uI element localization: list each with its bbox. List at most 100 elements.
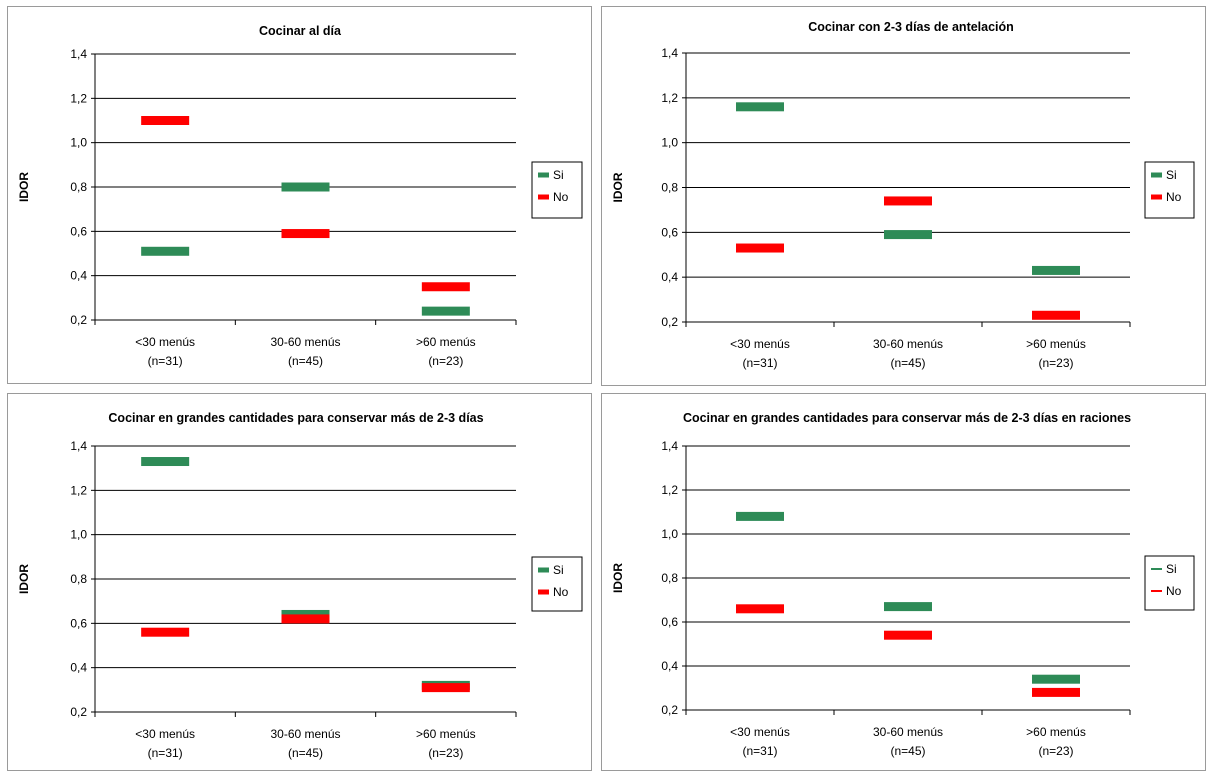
chart-panel-4: Cocinar en grandes cantidades para conse… — [601, 393, 1206, 771]
x-tick-sublabel: (n=31) — [742, 744, 777, 758]
marker-no — [884, 630, 932, 640]
x-tick-sublabel: (n=23) — [1038, 744, 1073, 758]
y-tick-label: 1,0 — [70, 136, 87, 150]
x-tick-label: 30-60 menús — [873, 725, 943, 739]
y-tick-label: 1,2 — [70, 91, 87, 105]
y-tick-label: 0,2 — [661, 703, 678, 717]
x-tick-sublabel: (n=45) — [288, 354, 323, 368]
marker-no — [421, 683, 470, 693]
legend-swatch-si — [538, 567, 549, 573]
x-tick-label: <30 menús — [135, 335, 195, 349]
x-tick-label: >60 menús — [416, 335, 476, 349]
y-tick-label: 0,6 — [661, 225, 678, 239]
marker-si — [141, 246, 190, 256]
y-tick-label: 1,2 — [661, 91, 678, 105]
marker-si — [736, 511, 784, 521]
y-tick-label: 0,2 — [70, 313, 87, 327]
x-tick-sublabel: (n=23) — [428, 746, 463, 760]
marker-no — [281, 614, 330, 624]
chart-panel-1: Cocinar al día 0,2 0,4 0,6 0,8 1,0 1,2 1,4 <30 m… — [7, 6, 592, 384]
x-tick-sublabel: (n=45) — [890, 744, 925, 758]
y-tick-label: 0,6 — [70, 616, 87, 630]
legend-label-no: No — [553, 585, 569, 599]
legend-swatch-no — [1151, 194, 1162, 200]
marker-no — [1032, 687, 1080, 697]
x-tick-sublabel: (n=31) — [148, 746, 183, 760]
marker-no — [141, 627, 190, 637]
x-tick-sublabel: (n=31) — [742, 356, 777, 370]
marker-si — [281, 182, 330, 192]
chart-title: Cocinar con 2-3 días de antelación — [808, 20, 1014, 34]
legend-label-no: No — [553, 190, 569, 204]
chart-title: Cocinar en grandes cantidades para conse… — [108, 411, 483, 425]
y-tick-label: 1,4 — [70, 439, 87, 453]
marker-no — [736, 604, 784, 614]
y-axis-title: IDOR — [17, 564, 31, 594]
legend-label-si: Si — [553, 563, 564, 577]
y-tick-label: 0,8 — [661, 181, 678, 195]
legend-swatch-si — [1151, 172, 1162, 178]
legend-swatch-no — [538, 589, 549, 595]
x-tick-sublabel: (n=23) — [1038, 356, 1073, 370]
y-tick-label: 1,0 — [661, 136, 678, 150]
y-tick-label: 1,0 — [661, 527, 678, 541]
marker-si — [141, 457, 190, 467]
legend-label-si: Si — [1166, 562, 1177, 576]
y-tick-label: 0,4 — [661, 270, 678, 284]
chart-4: Cocinar en grandes cantidades para conse… — [611, 411, 1195, 758]
x-tick-label: <30 menús — [730, 337, 790, 351]
legend-label-no: No — [1166, 190, 1182, 204]
legend-box — [531, 556, 583, 612]
marker-no — [884, 196, 932, 206]
legend-swatch-no — [1151, 590, 1162, 592]
x-tick-label: 30-60 menús — [270, 727, 340, 741]
marker-si — [421, 306, 470, 316]
chart-title: Cocinar al día — [259, 24, 342, 38]
x-tick-label: >60 menús — [1026, 725, 1086, 739]
y-tick-label: 0,8 — [661, 571, 678, 585]
y-tick-label: 1,2 — [70, 483, 87, 497]
legend-swatch-si — [538, 172, 549, 178]
x-tick-label: >60 menús — [1026, 337, 1086, 351]
marker-no — [141, 116, 190, 125]
y-axis-title: IDOR — [611, 172, 625, 202]
chart-panel-2: Cocinar con 2-3 días de antelación 0,2 0,4… — [601, 6, 1206, 386]
marker-no — [281, 229, 330, 239]
legend-label-si: Si — [553, 168, 564, 182]
legend-box — [531, 161, 583, 219]
y-tick-label: 0,6 — [661, 615, 678, 629]
marker-si — [884, 230, 932, 240]
marker-no — [1032, 310, 1080, 320]
x-tick-label: 30-60 menús — [270, 335, 340, 349]
y-tick-label: 0,4 — [661, 659, 678, 673]
y-tick-label: 0,2 — [70, 705, 87, 719]
y-tick-label: 0,8 — [70, 180, 87, 194]
marker-no — [421, 282, 470, 292]
legend-box — [1144, 555, 1195, 611]
x-tick-label: >60 menús — [416, 727, 476, 741]
chart-1: Cocinar al día 0,2 0,4 0,6 0,8 1,0 1,2 1,4 <30 m… — [17, 24, 583, 368]
legend-label-si: Si — [1166, 168, 1177, 182]
x-tick-label: <30 menús — [135, 727, 195, 741]
chart-3: Cocinar en grandes cantidades para conse… — [17, 411, 583, 760]
y-tick-label: 0,4 — [70, 661, 87, 675]
y-axis-title: IDOR — [17, 172, 31, 202]
y-axis-title: IDOR — [611, 563, 625, 593]
legend-label-no: No — [1166, 584, 1182, 598]
marker-si — [1032, 674, 1080, 684]
legend-swatch-no — [538, 194, 549, 200]
y-tick-label: 1,4 — [661, 46, 678, 60]
chart-title: Cocinar en grandes cantidades para conse… — [683, 411, 1131, 425]
x-tick-sublabel: (n=45) — [288, 746, 323, 760]
legend-swatch-si — [1151, 568, 1162, 570]
legend: Si No — [1144, 161, 1195, 219]
y-tick-label: 1,4 — [661, 439, 678, 453]
y-tick-label: 0,2 — [661, 315, 678, 329]
marker-si — [1032, 265, 1080, 275]
marker-si — [736, 102, 784, 112]
legend: Si No — [1144, 555, 1195, 611]
y-tick-label: 1,0 — [70, 528, 87, 542]
marker-no — [736, 243, 784, 253]
legend-box — [1144, 161, 1195, 219]
chart-panel-3: Cocinar en grandes cantidades para conse… — [7, 393, 592, 771]
